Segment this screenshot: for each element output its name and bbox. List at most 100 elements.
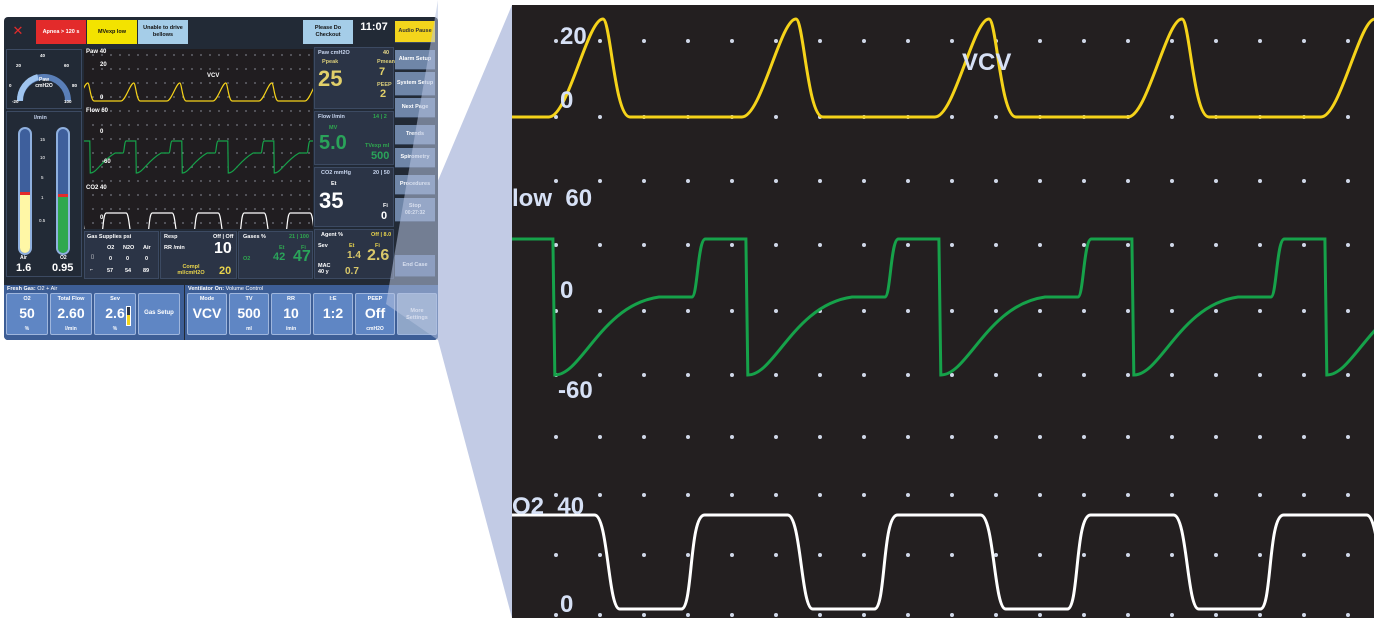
air-flowtube[interactable] [18, 127, 32, 255]
sev-level-icon [126, 306, 131, 326]
grid-dot [173, 96, 175, 98]
vent-rr-button[interactable]: RR 10 /min [271, 293, 311, 335]
grid-dot [1214, 613, 1218, 617]
grid-dot [730, 613, 734, 617]
grid-dot [1258, 39, 1262, 43]
grid-dot [101, 152, 103, 154]
vent-tv-button[interactable]: TV 500 ml [229, 293, 269, 335]
alarm-unable-drive-bellows[interactable]: Unable to drive bellows [138, 20, 188, 44]
grid-dot [730, 493, 734, 497]
grid-dot [236, 54, 238, 56]
grid-dot [236, 194, 238, 196]
grid-dot [686, 309, 690, 313]
grid-dot [263, 166, 265, 168]
grid-dot [774, 179, 778, 183]
grid-dot [1126, 309, 1130, 313]
mv-value: 5.0 [319, 132, 347, 154]
grid-dot [950, 115, 954, 119]
peep-label: PEEP [377, 82, 392, 88]
grid-dot [92, 194, 94, 196]
grid-dot [128, 82, 130, 84]
grid-dot [1258, 243, 1262, 247]
tvexp-value: 500 [371, 150, 390, 162]
grid-dot [1126, 553, 1130, 557]
grid-dot [200, 96, 202, 98]
o2-flowtube[interactable] [56, 127, 70, 255]
grid-dot [218, 166, 220, 168]
grid-dot [191, 96, 193, 98]
grid-dot [263, 82, 265, 84]
grid-dot [862, 493, 866, 497]
grid-dot [110, 96, 112, 98]
vent-peep-button[interactable]: PEEP Off cmH2O [355, 293, 395, 335]
grid-dot [950, 309, 954, 313]
grid-dot [1302, 243, 1306, 247]
grid-dot [227, 110, 229, 112]
grid-dot [1126, 243, 1130, 247]
grid-dot [146, 96, 148, 98]
case-timer[interactable]: Stop 00:27:32 [395, 198, 435, 222]
pipeline-icon: ⌐ [90, 267, 94, 273]
grid-dot [236, 110, 238, 112]
vent-mode-button[interactable]: Mode VCV [187, 293, 227, 335]
grid-dot [209, 138, 211, 140]
grid-dot [92, 180, 94, 182]
grid-dot [200, 124, 202, 126]
trends-button[interactable]: Trends [395, 125, 435, 145]
grid-dot [137, 138, 139, 140]
grid-dot [686, 613, 690, 617]
alarm-mvexp-low[interactable]: MVexp low [87, 20, 137, 44]
agent-et-label: Et [349, 243, 355, 249]
o2-fresh-gas-button[interactable]: O2 50 % [6, 293, 48, 335]
next-page-button[interactable]: Next Page [395, 98, 435, 118]
grid-dot [101, 82, 103, 84]
grid-dot [290, 194, 292, 196]
grid-dot [598, 373, 602, 377]
zoomed-waveform-view: 20 0 VCV low 60 0 -60 O2 40 0 [512, 5, 1374, 618]
spirometry-button[interactable]: Spirometry [395, 148, 435, 168]
grid-dot [1214, 553, 1218, 557]
grid-dot [200, 166, 202, 168]
system-setup-button[interactable]: System Setup [395, 72, 435, 96]
grid-dot [173, 208, 175, 210]
total-flow-button[interactable]: Total Flow 2.60 l/min [50, 293, 92, 335]
end-case-button[interactable]: End Case [395, 255, 435, 277]
grid-dot [173, 138, 175, 140]
grid-dot [110, 166, 112, 168]
grid-dot [1258, 493, 1262, 497]
gauge-tick-100: 100 [64, 99, 72, 104]
co2-wave-label: CO2 40 [86, 185, 107, 191]
grid-dot [227, 194, 229, 196]
timer-stop-label: Stop [408, 202, 422, 209]
grid-dot [1126, 373, 1130, 377]
procedures-button[interactable]: Procedures [395, 175, 435, 195]
gas-header-n2o: N2O [123, 245, 135, 251]
grid-dot [1302, 553, 1306, 557]
sev-vaporizer-button[interactable]: Sev 2.6 % [94, 293, 136, 335]
grid-dot [299, 222, 301, 224]
grid-dot [272, 152, 274, 154]
audio-pause-button[interactable]: Audio Pause [395, 21, 435, 43]
grid-dot [1346, 309, 1350, 313]
more-settings-button[interactable]: More Settings [397, 293, 437, 335]
grid-dot [146, 152, 148, 154]
alarm-apnea[interactable]: Apnea > 120 s [36, 20, 86, 44]
alarm-silenced-icon[interactable]: ✕ [12, 23, 24, 38]
alarm-please-do-checkout[interactable]: Please Do Checkout [303, 20, 353, 44]
grid-dot [598, 493, 602, 497]
paw-gauge [17, 74, 71, 102]
grid-dot [137, 110, 139, 112]
cylinder-icon: ▯ [91, 254, 95, 260]
grid-dot [906, 309, 910, 313]
grid-dot [290, 180, 292, 182]
gases-panel: Gases % 21 | 100 Et Fi O2 42 47 [238, 231, 313, 279]
grid-dot [209, 96, 211, 98]
gas-setup-button[interactable]: Gas Setup [138, 293, 180, 335]
alarm-setup-button[interactable]: Alarm Setup [395, 50, 435, 70]
grid-dot [272, 222, 274, 224]
grid-dot [950, 39, 954, 43]
grid-dot [245, 54, 247, 56]
vent-ie-button[interactable]: I:E 1:2 [313, 293, 353, 335]
grid-dot [1170, 309, 1174, 313]
ppeak-label: Ppeak [322, 59, 339, 65]
